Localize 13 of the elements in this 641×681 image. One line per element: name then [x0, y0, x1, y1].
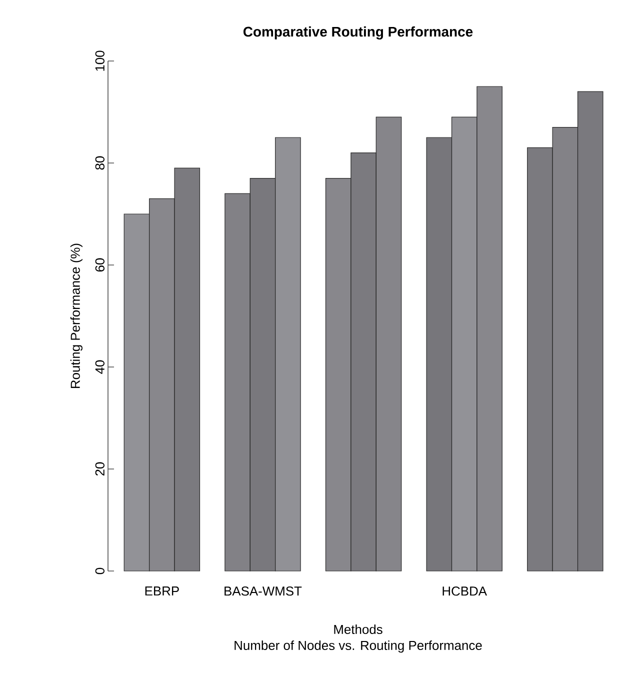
chart-title: Comparative Routing Performance — [243, 26, 473, 40]
x-tick-label: EBRP — [145, 586, 179, 596]
x-axis-title: Methods — [334, 624, 382, 634]
y-tick-label: 0 — [95, 568, 104, 574]
y-tick-label: 100 — [95, 50, 104, 71]
y-tick-label: 40 — [95, 360, 104, 374]
x-tick-label: BASA-WMST — [224, 586, 302, 596]
y-tick-label: 20 — [95, 462, 104, 476]
y-axis-title: Routing Performance (%) — [70, 244, 82, 388]
text: Number of Nodes vs. Routing Performance — [234, 640, 482, 653]
x-tick-label: HCBDA — [442, 586, 487, 596]
y-tick-label: 80 — [95, 156, 104, 170]
y-tick-label: 60 — [95, 258, 104, 272]
